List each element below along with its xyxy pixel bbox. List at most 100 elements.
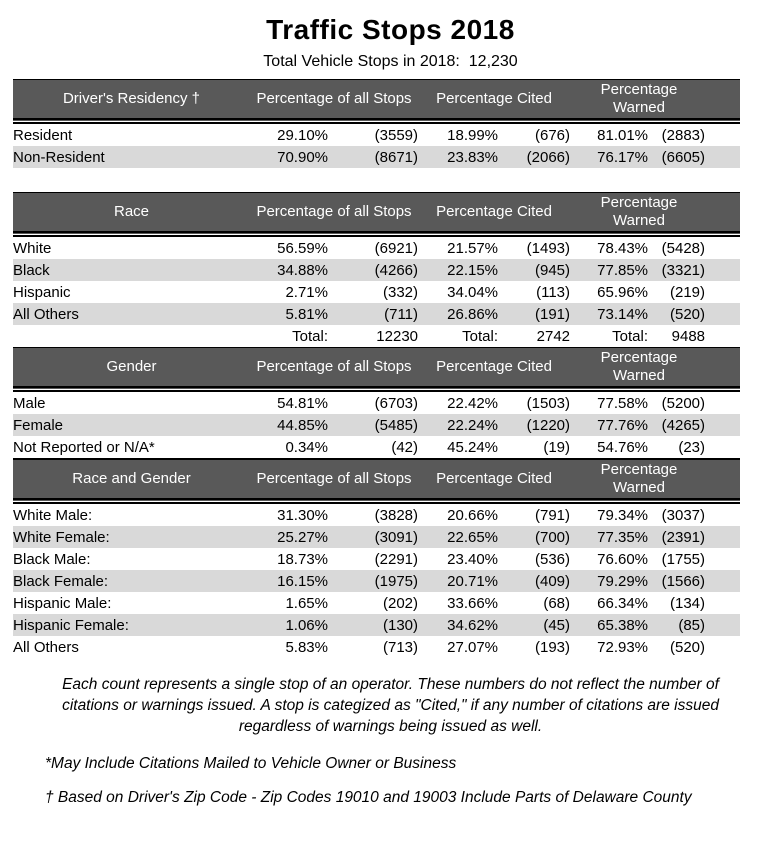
col-header-percentage-of-all-stops: Percentage of all Stops: [250, 79, 419, 124]
value-cell: (23): [678, 438, 706, 456]
value-cell: 27.07%: [447, 638, 499, 656]
value-cell: 77.76%: [597, 416, 649, 434]
value-cell: 22.15%: [447, 261, 499, 279]
table-row: Not Reported or N/A* 0.34% (42) 45.24% (19) 5…: [13, 436, 740, 458]
value-cell: (134): [669, 594, 706, 612]
value-cell: 33.66%: [447, 594, 499, 612]
value-cell: (711): [384, 305, 419, 323]
value-cell: 22.65%: [447, 528, 499, 546]
value-cell: 12230: [376, 327, 419, 345]
col-header-percentage-cited: Percentage Cited: [418, 192, 571, 237]
value-cell: (2391): [661, 528, 706, 546]
value-cell: (1975): [374, 572, 419, 590]
value-cell: 72.93%: [597, 638, 649, 656]
row-label: Hispanic Female:: [13, 616, 129, 634]
value-cell: (68): [543, 594, 571, 612]
value-cell: 1.65%: [285, 594, 328, 612]
value-cell: 76.60%: [597, 550, 649, 568]
value-cell: 5.81%: [285, 305, 328, 323]
row-label: White Female:: [13, 528, 110, 546]
value-cell: 34.62%: [447, 616, 499, 634]
value-cell: 0.34%: [285, 438, 328, 456]
row-label: Black Female:: [13, 572, 109, 590]
value-cell: (520): [669, 638, 706, 656]
stops-table-drivers-residency: Driver's Residency † Percentage of all St…: [13, 79, 741, 168]
value-cell: (219): [669, 283, 706, 301]
value-cell: (19): [543, 438, 571, 456]
table-row: Female 44.85% (5485) 22.24% (1220) 77.76% (426…: [13, 414, 741, 436]
value-cell: (1220): [526, 416, 571, 434]
value-cell: 56.59%: [277, 239, 328, 257]
value-cell: 22.42%: [447, 394, 499, 412]
table-row: Hispanic 2.71% (332) 34.04% (113) 65.96% (219): [13, 281, 740, 303]
row-label: White: [13, 239, 52, 257]
value-cell: 54.81%: [277, 394, 328, 412]
value-cell: (409): [534, 572, 571, 590]
value-cell: (1755): [661, 550, 706, 568]
value-cell: (536): [534, 550, 571, 568]
value-cell: (5428): [661, 239, 706, 257]
value-cell: (202): [382, 594, 419, 612]
value-cell: 21.57%: [447, 239, 499, 257]
value-cell: 26.86%: [447, 305, 499, 323]
value-cell: 2742: [536, 327, 571, 345]
category-header: Race and Gender: [13, 458, 250, 504]
value-cell: 73.14%: [597, 305, 649, 323]
value-cell: Total:: [612, 327, 649, 345]
value-cell: (8671): [374, 148, 419, 166]
value-cell: 81.01%: [597, 126, 649, 144]
table-row: Resident 29.10% (3559) 18.99% (676) 81.01% (28…: [13, 121, 740, 146]
table-row: Hispanic Female: 1.06% (130) 34.62% (45) 65.3…: [13, 614, 741, 636]
value-cell: (5485): [374, 416, 419, 434]
value-cell: 65.96%: [597, 283, 649, 301]
col-header-percentage-warned: Percentage Warned: [570, 347, 741, 392]
stops-table-race: Race Percentage of all Stops Percentage Ci…: [13, 192, 741, 347]
value-cell: 54.76%: [597, 438, 649, 456]
col-header-percentage-of-all-stops-label: Percentage of all Stops: [256, 90, 412, 107]
value-cell: 76.17%: [597, 148, 649, 166]
category-header: Race: [13, 192, 250, 237]
row-label: All Others: [13, 305, 79, 323]
table-row: Black 34.88% (4266) 22.15% (945) 77.85% (3321): [13, 259, 741, 281]
table-row: White Male: 31.30% (3828) 20.66% (791) 79.34%…: [13, 501, 740, 526]
table-row: All Others 5.83% (713) 27.07% (193) 72.93% (52…: [13, 636, 740, 658]
value-cell: 25.27%: [277, 528, 328, 546]
value-cell: 34.88%: [277, 261, 328, 279]
value-cell: (191): [534, 305, 571, 323]
stops-table-gender: Gender Percentage of all Stops Percentage …: [13, 347, 741, 458]
value-cell: 78.43%: [597, 239, 649, 257]
row-label: White Male:: [13, 506, 93, 524]
value-cell: 2.71%: [285, 283, 328, 301]
value-cell: (2066): [526, 148, 571, 166]
value-cell: 79.29%: [597, 572, 649, 590]
value-cell: 29.10%: [277, 126, 328, 144]
value-cell: 66.34%: [597, 594, 649, 612]
value-cell: (45): [543, 616, 571, 634]
table-row: All Others 5.81% (711) 26.86% (191) 73.14% (52…: [13, 303, 741, 325]
value-cell: (6703): [374, 394, 419, 412]
value-cell: Total:: [292, 327, 328, 345]
col-header-percentage-cited: Percentage Cited: [418, 79, 571, 124]
value-cell: (113): [536, 283, 571, 301]
value-cell: (6605): [661, 148, 706, 166]
header-row: Race Percentage of all Stops Percentage Ci…: [13, 192, 741, 237]
value-cell: (713): [382, 638, 419, 656]
value-cell: 9488: [671, 327, 706, 345]
header-row: Driver's Residency † Percentage of all St…: [13, 79, 741, 124]
value-cell: Total:: [462, 327, 499, 345]
col-header-percentage-warned-label: Percentage Warned: [600, 349, 678, 384]
col-header-percentage-warned-label: Percentage Warned: [600, 461, 678, 496]
value-cell: 45.24%: [447, 438, 499, 456]
methodology-note: Each count represents a single stop of a…: [62, 676, 719, 735]
col-header-percentage-of-all-stops: Percentage of all Stops: [250, 192, 419, 237]
table-row: Black Male: 18.73% (2291) 23.40% (536) 76.60%…: [13, 548, 740, 570]
value-cell: (700): [534, 528, 571, 546]
row-label: Hispanic: [13, 283, 71, 301]
value-cell: 79.34%: [597, 506, 649, 524]
col-header-percentage-warned-label: Percentage Warned: [600, 81, 678, 116]
value-cell: (193): [534, 638, 571, 656]
value-cell: 77.58%: [597, 394, 649, 412]
col-header-percentage-of-all-stops: Percentage of all Stops: [250, 347, 419, 392]
value-cell: (520): [669, 305, 706, 323]
